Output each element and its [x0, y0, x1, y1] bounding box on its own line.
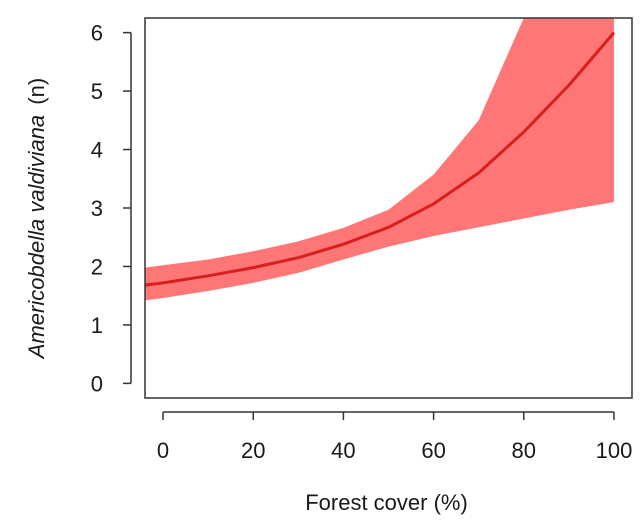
fitted-line	[144, 31, 616, 287]
y-axis-title-unit: (n)	[24, 78, 49, 105]
x-tick-label: 80	[512, 438, 536, 463]
x-tick-label: 100	[596, 438, 633, 463]
y-tick-label: 3	[91, 196, 103, 221]
y-tick-label: 2	[91, 254, 103, 279]
confidence-band	[145, 18, 614, 301]
fitted-line-layer	[144, 31, 616, 287]
y-tick-label: 4	[91, 138, 103, 163]
y-tick-label: 1	[91, 313, 103, 338]
x-tick-label: 40	[331, 438, 355, 463]
y-tick-label: 5	[91, 79, 103, 104]
x-tick-label: 60	[421, 438, 445, 463]
y-axis-title-species: Americobdella valdiviana	[24, 115, 49, 360]
confidence-band-layer	[145, 18, 614, 301]
y-tick-label: 6	[91, 21, 103, 46]
x-axis: 0 20 40 60 80 100	[157, 411, 633, 463]
x-tick-label: 20	[241, 438, 265, 463]
x-tick-label: 0	[157, 438, 169, 463]
y-axis: 0 1 2 3 4 5 6	[91, 21, 132, 396]
x-axis-title: Forest cover (%)	[305, 490, 468, 515]
y-axis-title: Americobdella valdiviana (n)	[24, 78, 49, 360]
y-tick-label: 0	[91, 371, 103, 396]
plot-frame	[144, 17, 633, 399]
